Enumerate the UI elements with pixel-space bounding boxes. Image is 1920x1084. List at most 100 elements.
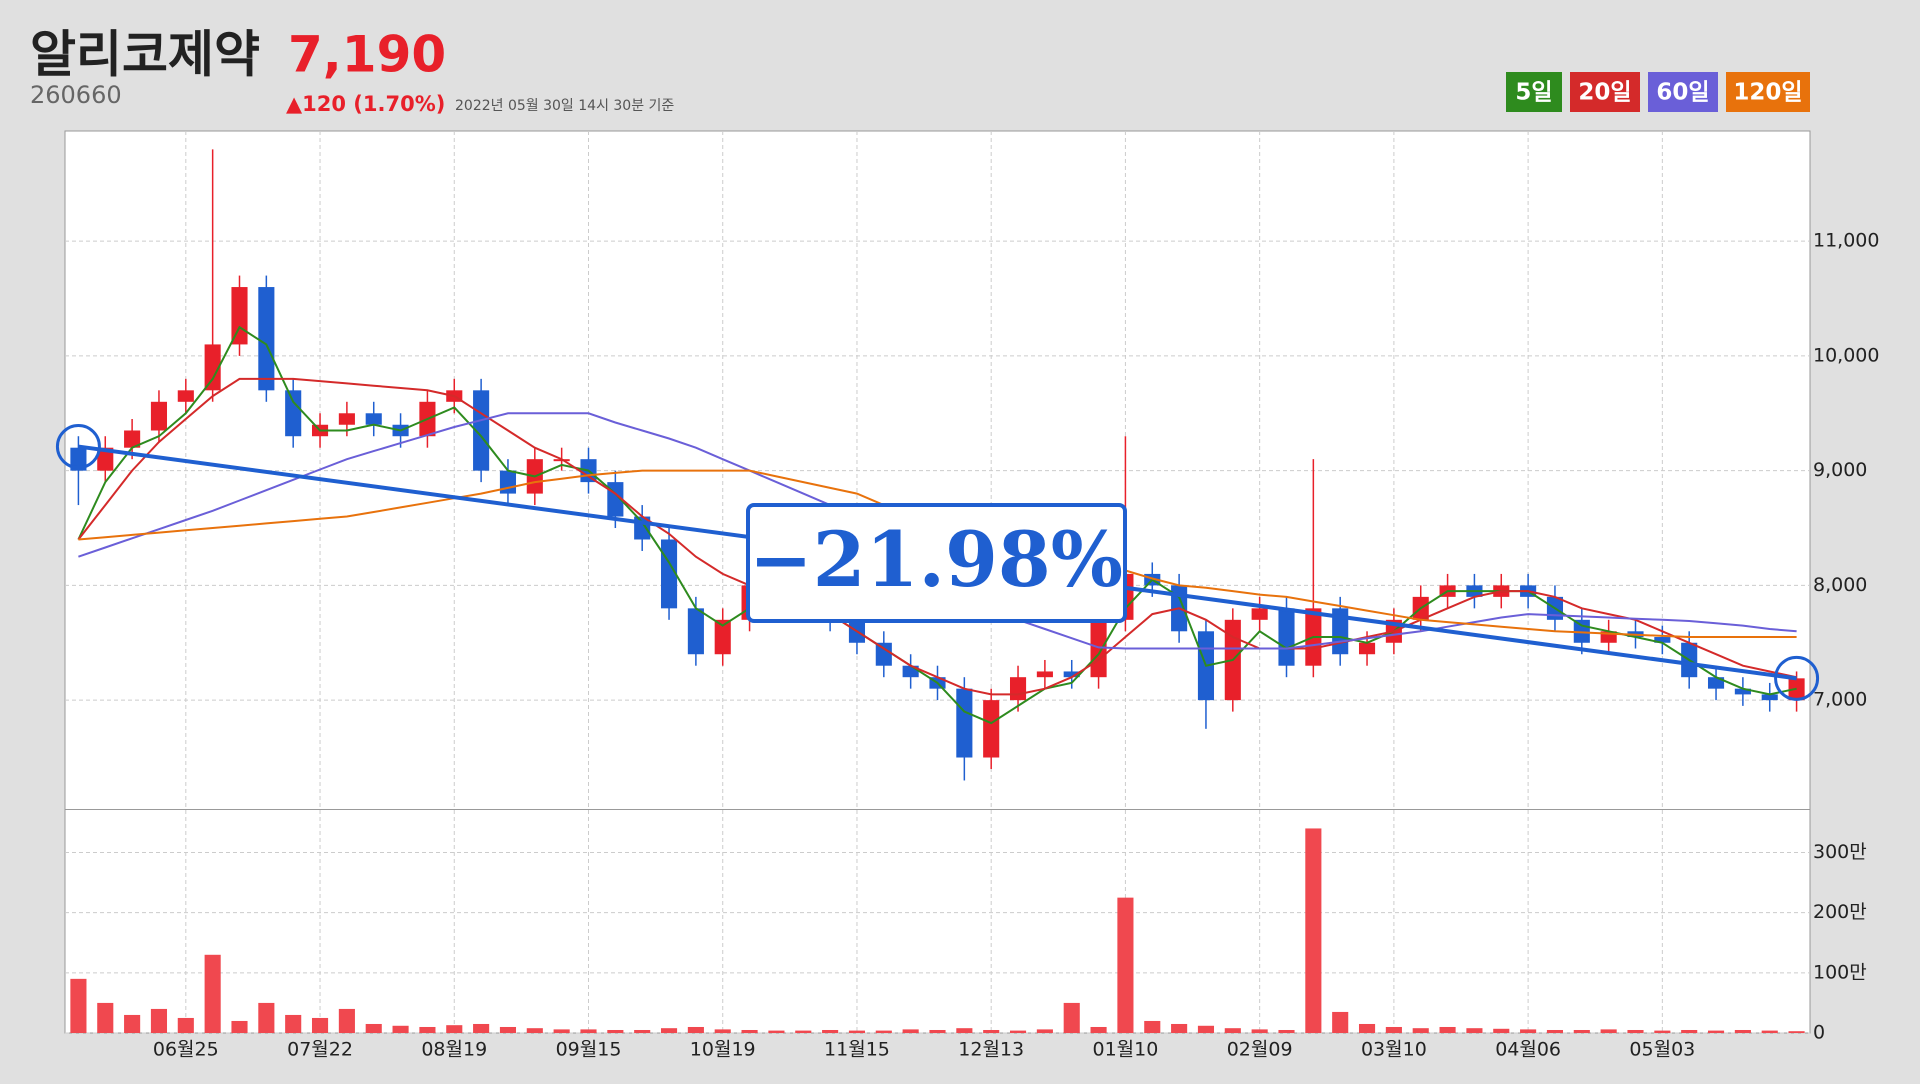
x-tick-label: 09월15 [556,1039,622,1061]
volume-bar [1600,1029,1617,1033]
volume-bar [741,1029,758,1033]
volume-bar [124,1014,141,1033]
candle-body [97,447,114,471]
volume-bar [1788,1031,1805,1033]
legend-swatch [1506,72,1562,112]
candle-body [1251,608,1268,620]
volume-bar [1520,1029,1537,1033]
x-tick-label: 02월09 [1227,1039,1293,1061]
volume-bar [70,978,87,1033]
volume-bar [1251,1029,1268,1033]
annotation-text: −21.98% [749,515,1123,604]
candle-body [365,413,382,425]
x-tick-label: 11월15 [824,1039,890,1061]
volume-bar [902,1029,919,1033]
volume-bar [956,1028,973,1033]
x-tick-label: 06월25 [153,1039,219,1061]
volume-bar [150,1008,168,1033]
legend-swatch [1570,72,1640,112]
volume-bar [97,1002,114,1033]
volume-bar [983,1029,1000,1033]
candle-body [231,287,248,345]
candle-body [902,665,919,678]
volume-bar [392,1025,409,1033]
volume-bar [1278,1029,1295,1033]
volume-bar [714,1029,731,1033]
y-tick-label: 9,000 [1813,459,1867,481]
volume-bar [1117,897,1134,1033]
candle-body [714,619,731,655]
candle-body [70,447,87,471]
candle-body [1761,694,1778,701]
volume-bar [1144,1020,1161,1033]
y-tick-label: 7,000 [1813,689,1867,711]
candle-body [1063,671,1080,678]
volume-bar [473,1023,490,1033]
candle-body [1278,608,1295,666]
y-tick-label: 8,000 [1813,574,1867,596]
x-tick-label: 05월03 [1629,1039,1695,1061]
y-tick-label: 11,000 [1813,230,1879,252]
trend-end-marker [1774,655,1820,701]
volume-bar [1573,1029,1590,1033]
x-tick-label: 12월13 [958,1039,1024,1061]
volume-bar [365,1023,382,1033]
stock-price: 7,190 [288,26,446,84]
volume-bar [1332,1011,1349,1033]
volume-bar [285,1014,302,1033]
x-tick-label: 08월19 [421,1039,487,1061]
moving-average-line [77,377,1797,696]
candle-body [499,470,517,494]
candle-body [983,700,1000,758]
volume-bar [499,1026,517,1033]
volume-bar [660,1028,678,1033]
volume-bar [1036,1029,1053,1033]
x-tick-label: 07월22 [287,1039,353,1061]
stock-name: 알리코제약 [30,26,260,84]
y-tick-label: 0 [1813,1022,1825,1044]
volume-bar [1171,1023,1188,1033]
volume-bar [848,1030,866,1033]
candle-body [338,413,355,425]
volume-bar [177,1017,194,1033]
candle-body [1654,637,1671,643]
legend-label: 5일 [1515,80,1552,106]
y-tick-label: 300만 [1813,841,1867,863]
trend-start-marker [55,424,101,470]
volume-bar [1439,1026,1456,1033]
volume-bar [526,1028,543,1033]
candle-body [258,287,275,391]
volume-bar [311,1017,329,1033]
price-change: ▲120 (1.70%) [286,92,445,116]
y-tick-label: 200만 [1813,901,1867,923]
y-tick-label: 100만 [1813,961,1867,983]
legend-label: 20일 [1578,80,1631,106]
volume-bar [553,1029,570,1033]
candle-body [1734,688,1751,695]
candle-body [875,642,892,666]
volume-bar [204,954,221,1033]
volume-bar [1090,1026,1107,1033]
candle-body [1707,677,1725,689]
x-tick-label: 04월06 [1495,1039,1561,1061]
volume-bar [1654,1030,1671,1033]
x-tick-label: 01월10 [1093,1039,1159,1061]
timestamp: 2022년 05월 30일 14시 30분 기준 [455,98,674,114]
volume-bar [768,1030,785,1033]
volume-bar [1761,1030,1778,1033]
volume-bar [1224,1028,1241,1033]
volume-bar [1681,1029,1698,1033]
volume-bar [1358,1023,1376,1033]
candle-body [1036,671,1053,678]
candle-body [956,688,973,758]
volume-bar [822,1029,839,1033]
candle-body [177,390,194,402]
volume-bar [1493,1028,1510,1033]
volume-bar [929,1029,946,1033]
volume-bar [687,1026,704,1033]
candle-body [124,430,141,448]
volume-bar [1707,1030,1725,1033]
candle-body [1358,642,1376,655]
volume-bar [419,1026,436,1033]
